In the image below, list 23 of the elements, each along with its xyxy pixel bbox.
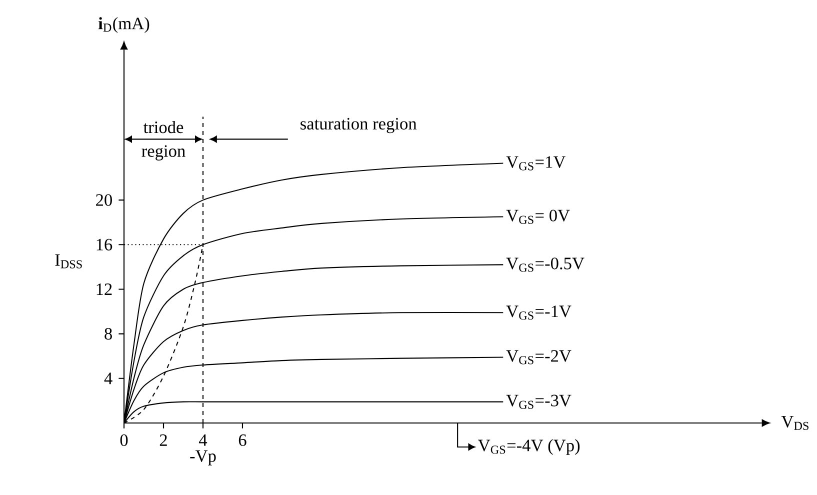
text: V$_{GS}$=-4V (Vp): [478, 439, 580, 455]
ref-line-label: I$_{DSS}$: [55, 254, 82, 268]
ref-line-label: -Vp: [190, 450, 216, 466]
y-tick-label: 12: [96, 283, 112, 295]
x-tick-label: 2: [160, 434, 167, 446]
annotation: saturation region: [300, 118, 417, 134]
series-label: V$_{GS}$= 0V: [506, 210, 570, 224]
x-tick-label: 0: [120, 434, 128, 446]
series-label: V$_{GS}$=-2V: [506, 350, 572, 364]
y-tick-label: 4: [104, 372, 112, 384]
series-label: V$_{GS}$=1V: [506, 156, 566, 170]
y-tick-label: 20: [96, 194, 112, 206]
series-label: V$_{GS}$=-0.5V: [506, 258, 584, 272]
y-tick-label: 8: [104, 328, 112, 340]
annotation: region: [142, 145, 186, 160]
series-label: V$_{GS}$=-1V: [506, 306, 572, 320]
y-tick-label: 16: [96, 238, 112, 250]
x-axis-title: V$_{DS}$: [781, 416, 808, 430]
y-axis-title: i$_{D}$(mA): [98, 17, 150, 33]
annotation: triode: [143, 120, 184, 134]
series-label: V$_{GS}$=-3V: [506, 394, 572, 409]
x-tick-label: 4: [198, 434, 208, 446]
x-tick-label: 6: [238, 434, 246, 446]
